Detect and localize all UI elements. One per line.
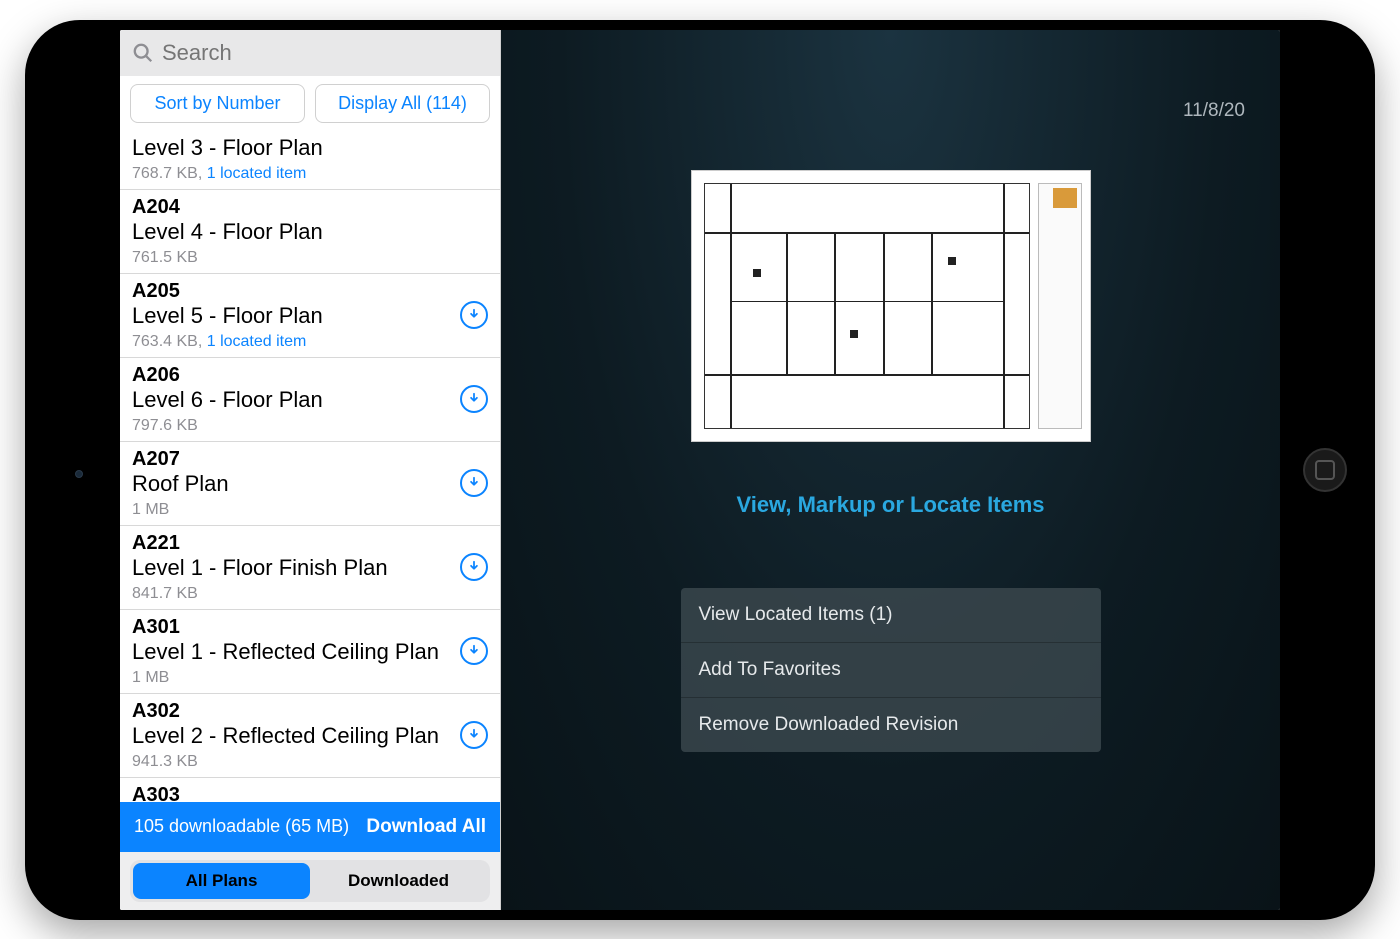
plan-title: Level 6 - Floor Plan (132, 387, 488, 413)
plan-title: Level 3 - Floor Plan (132, 135, 488, 161)
plan-meta: 797.6 KB (132, 417, 488, 435)
download-icon[interactable] (460, 301, 488, 329)
app-screen: Sort by Number Display All (114) A203Lev… (120, 30, 1280, 910)
plan-item[interactable]: A302Level 2 - Reflected Ceiling Plan 941.… (120, 694, 500, 778)
display-filter-button[interactable]: Display All (114) (315, 84, 490, 123)
plan-code: A205 (132, 280, 488, 303)
floorplan-drawing-icon (704, 183, 1030, 429)
located-items-link[interactable]: 1 located item (207, 333, 307, 350)
plan-code: A204 (132, 196, 488, 219)
plan-title: Level 5 - Floor Plan (132, 303, 488, 329)
plan-meta: 941.3 KB (132, 753, 488, 771)
download-summary-bar: 105 downloadable (65 MB) Download All (120, 802, 500, 852)
plan-preview-thumbnail[interactable] (691, 170, 1091, 442)
plan-code: A207 (132, 448, 488, 471)
tab-all-plans[interactable]: All Plans (133, 863, 310, 899)
plan-item[interactable]: A301Level 1 - Reflected Ceiling Plan 1 MB (120, 610, 500, 694)
plan-item[interactable]: A206Level 6 - Floor Plan 797.6 KB (120, 358, 500, 442)
action-panel: View Located Items (1) Add To Favorites … (681, 588, 1101, 752)
plan-meta: 763.4 KB, 1 located item (132, 333, 488, 351)
plan-meta: 768.7 KB, 1 located item (132, 165, 488, 183)
plan-item[interactable]: A221Level 1 - Floor Finish Plan 841.7 KB (120, 526, 500, 610)
plan-code: A221 (132, 532, 488, 555)
plan-meta: 841.7 KB (132, 585, 488, 603)
plans-sidebar: Sort by Number Display All (114) A203Lev… (120, 30, 501, 910)
plan-title: Roof Plan (132, 471, 488, 497)
plan-item[interactable]: A204Level 4 - Floor Plan 761.5 KB (120, 190, 500, 274)
view-markup-link[interactable]: View, Markup or Locate Items (736, 492, 1044, 518)
search-bar[interactable] (120, 30, 500, 76)
plan-title: Level 1 - Floor Finish Plan (132, 555, 488, 581)
action-view-located-items[interactable]: View Located Items (1) (681, 588, 1101, 643)
search-icon (132, 42, 154, 64)
download-icon[interactable] (460, 469, 488, 497)
plan-item[interactable]: A205Level 5 - Floor Plan 763.4 KB, 1 loca… (120, 274, 500, 358)
plan-item[interactable]: A207Roof Plan 1 MB (120, 442, 500, 526)
plan-list[interactable]: A203Level 3 - Floor Plan768.7 KB, 1 loca… (120, 131, 500, 802)
plan-meta: 761.5 KB (132, 249, 488, 267)
tablet-frame: Sort by Number Display All (114) A203Lev… (25, 20, 1375, 920)
plan-code: A206 (132, 364, 488, 387)
action-remove-download[interactable]: Remove Downloaded Revision (681, 698, 1101, 752)
download-summary-text: 105 downloadable (65 MB) (134, 816, 349, 837)
sort-button[interactable]: Sort by Number (130, 84, 305, 123)
revision-date: 11/8/20 (1183, 100, 1245, 122)
plan-item[interactable]: A303 (120, 778, 500, 802)
plan-item[interactable]: A203Level 3 - Floor Plan768.7 KB, 1 loca… (120, 131, 500, 190)
filter-row: Sort by Number Display All (114) (120, 76, 500, 131)
download-icon[interactable] (460, 637, 488, 665)
segmented-control: All Plans Downloaded (120, 852, 500, 910)
plan-meta: 1 MB (132, 669, 488, 687)
action-add-favorites[interactable]: Add To Favorites (681, 643, 1101, 698)
download-icon[interactable] (460, 721, 488, 749)
home-button[interactable] (1303, 448, 1347, 492)
plan-detail-panel: 11/8/20 (501, 30, 1280, 910)
plan-title: Level 4 - Floor Plan (132, 219, 488, 245)
plan-title: Level 1 - Reflected Ceiling Plan (132, 639, 488, 665)
download-all-button[interactable]: Download All (366, 816, 486, 838)
download-icon[interactable] (460, 385, 488, 413)
plan-code: A303 (132, 784, 488, 802)
located-items-link[interactable]: 1 located item (207, 165, 307, 182)
search-input[interactable] (162, 40, 488, 66)
download-icon[interactable] (460, 553, 488, 581)
plan-code: A301 (132, 616, 488, 639)
camera-icon (75, 470, 83, 478)
tab-downloaded[interactable]: Downloaded (310, 863, 487, 899)
titleblock-icon (1038, 183, 1082, 429)
plan-meta: 1 MB (132, 501, 488, 519)
plan-code: A302 (132, 700, 488, 723)
plan-title: Level 2 - Reflected Ceiling Plan (132, 723, 488, 749)
